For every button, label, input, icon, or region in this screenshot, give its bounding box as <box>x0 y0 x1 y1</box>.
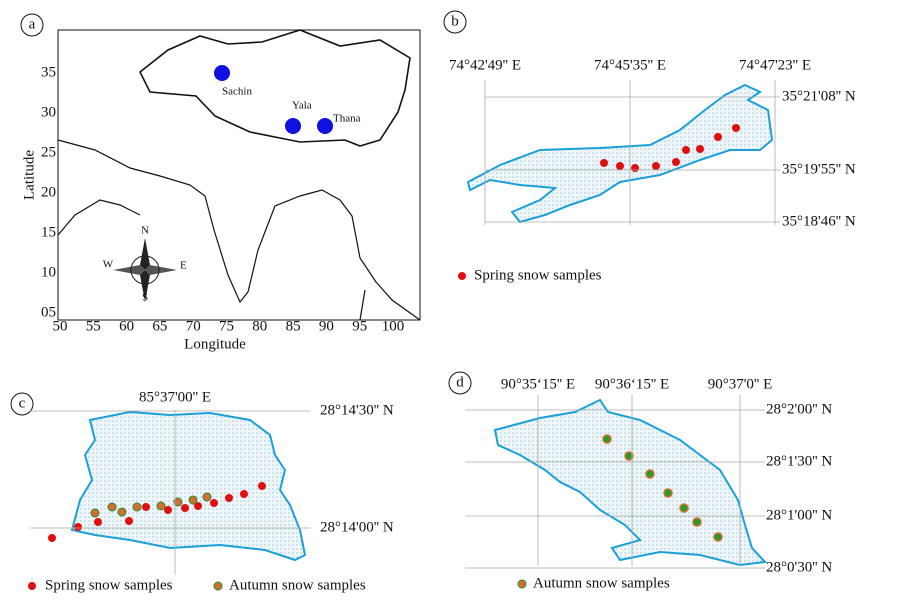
panel-badge <box>443 10 467 34</box>
latitude-label: 35°21'08'' N <box>782 88 856 104</box>
y-tick-label: 15 <box>41 224 56 240</box>
panel-a: a Sachin Yala Thana N E S W Longitude La… <box>20 13 421 352</box>
x-tick-label: 75 <box>219 318 234 334</box>
site-label: Thana <box>333 113 361 125</box>
panel-label: b <box>451 13 459 29</box>
panel-c: c Spring snow samples Autumn snow sample… <box>10 392 366 593</box>
sample-points <box>602 434 723 542</box>
sample-points <box>90 492 212 518</box>
y-tick-label: 05 <box>41 304 56 320</box>
axis-title: Latitude <box>21 150 37 200</box>
legend-marker <box>28 582 36 590</box>
x-tick-label: 60 <box>119 318 134 334</box>
site-marker <box>285 118 301 134</box>
legend-label: Autumn snow samples <box>533 575 670 591</box>
lake-outline <box>466 83 774 224</box>
longitude-label: 74°42'49'' E <box>449 57 521 73</box>
site-label: Yala <box>292 100 312 112</box>
panel-d: d Autumn snow samples <box>448 371 768 591</box>
y-tick-label: 20 <box>41 184 56 200</box>
longitude-label: 90°35‘15'' E <box>501 376 575 392</box>
panel-label: d <box>456 374 464 390</box>
latitude-label: 28°1'30'' N <box>766 453 832 469</box>
x-tick-label: 50 <box>53 318 68 334</box>
longitude-label: 90°36‘15'' E <box>595 376 669 392</box>
sample-points <box>48 482 266 542</box>
panel-badge <box>20 13 44 37</box>
site-label: Sachin <box>222 86 252 98</box>
x-tick-label: 95 <box>352 318 367 334</box>
panel-label: a <box>29 16 36 32</box>
y-tick-label: 10 <box>41 264 56 280</box>
legend-label: Autumn snow samples <box>229 577 366 593</box>
latitude-label: 35°19'55'' N <box>782 161 856 177</box>
x-tick-label: 85 <box>286 318 301 334</box>
x-tick-label: 100 <box>382 318 405 334</box>
study-region <box>138 29 411 147</box>
legend-marker <box>458 272 466 280</box>
y-tick-label: 25 <box>41 144 56 160</box>
compass-rose <box>113 238 177 302</box>
latitude-label: 28°14'00'' N <box>320 519 394 535</box>
x-tick-label: 65 <box>152 318 167 334</box>
map-frame <box>57 29 421 321</box>
sample-points <box>600 124 740 172</box>
legend-label: Spring snow samples <box>474 267 602 283</box>
x-tick-label: 70 <box>186 318 201 334</box>
lake-outline <box>70 410 307 562</box>
axis-title: Longitude <box>184 336 246 352</box>
compass-label: N <box>141 225 149 237</box>
latitude-label: 35°18'46'' N <box>782 213 856 229</box>
latitude-label: 28°14'30'' N <box>320 402 394 418</box>
legend-marker <box>213 581 223 591</box>
y-tick-label: 30 <box>41 104 56 120</box>
longitude-label: 74°45'35'' E <box>594 57 666 73</box>
latitude-label: 28°2'00'' N <box>766 401 832 417</box>
legend-label: Spring snow samples <box>45 577 173 593</box>
longitude-label: 90°37'0'' E <box>708 376 773 392</box>
x-tick-label: 90 <box>319 318 334 334</box>
lake-outline <box>493 398 768 567</box>
panel-badge <box>10 392 34 416</box>
compass-label: S <box>142 292 148 304</box>
panel-badge <box>448 371 472 395</box>
x-tick-label: 55 <box>86 318 101 334</box>
longitude-label: 74°47'23'' E <box>739 57 811 73</box>
panel-b: b Spring snow samples <box>443 10 774 283</box>
compass-label: W <box>103 259 114 271</box>
latitude-label: 28°1'00'' N <box>766 507 832 523</box>
y-tick-label: 35 <box>41 64 56 80</box>
latitude-label: 28°0'30'' N <box>766 559 832 575</box>
legend-marker <box>517 579 527 589</box>
site-marker <box>317 118 333 134</box>
panel-label: c <box>19 395 26 411</box>
longitude-label: 85°37'00'' E <box>139 389 211 405</box>
site-marker <box>214 65 230 81</box>
coastline <box>57 139 421 321</box>
x-tick-label: 80 <box>252 318 267 334</box>
compass-label: E <box>180 260 187 272</box>
